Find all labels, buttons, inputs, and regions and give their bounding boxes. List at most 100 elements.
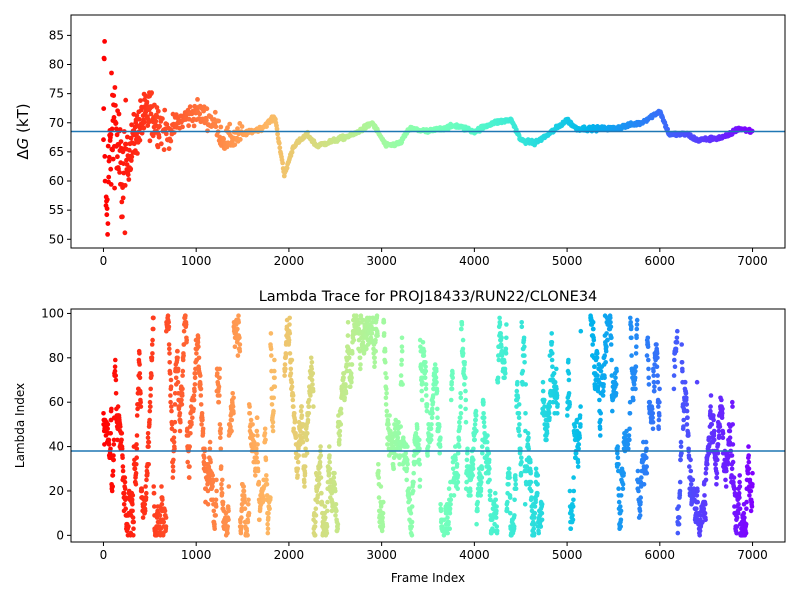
lambda-point [472,437,478,443]
lambda-point [449,386,455,392]
lambda-point [403,450,409,456]
lambda-point [598,417,603,423]
lambda-point [749,499,755,505]
lambda-point [644,455,649,461]
lambda-point [460,351,466,356]
lambda-point [629,353,634,358]
lambda-point [130,508,135,514]
lambda-point [727,435,733,441]
lambda-point [570,513,575,518]
lambda-point [416,457,422,463]
lambda-point [345,320,351,325]
lambda-point [450,375,456,381]
lambda-point [288,366,294,372]
lambda-point [603,360,608,365]
lambda-point [457,424,463,429]
lambda-point [290,393,296,398]
lambda-point [463,388,468,394]
lambda-point [597,397,602,403]
lambda-point [516,411,522,416]
lambda-point [272,368,277,374]
lambda-point [533,466,539,472]
lambda-point [272,357,277,363]
lambda-point [264,477,269,483]
lambda-point [341,375,346,381]
lambda-point [262,426,268,432]
lambda-point [192,382,198,387]
lambda-point [675,328,680,334]
lambda-point [230,391,235,396]
lambda-point [551,371,557,376]
lambda-point [618,504,623,509]
lambda-point [518,470,524,476]
lambda-point [672,357,677,363]
lambda-point [300,439,306,445]
lambda-point [118,424,123,429]
lambda-point [744,499,749,505]
lambda-point [318,453,324,458]
delta-g-point [239,124,245,129]
lambda-point [549,357,555,363]
lambda-point [288,371,294,376]
lambda-point [737,479,742,485]
lambda-point [236,320,241,325]
lambda-point [425,444,431,449]
lambda-point [268,495,273,500]
lambda-point [422,375,428,381]
delta-g-point [108,166,114,172]
lambda-point [397,453,403,458]
delta-g-point [104,212,110,218]
lambda-point [677,515,682,520]
lambda-point [644,470,650,476]
lambda-point [192,388,197,394]
lambda-point [252,442,257,447]
lambda-point [542,404,547,409]
lambda-point [613,375,618,381]
lambda-point [296,453,302,458]
lambda-point [677,488,683,494]
lambda-point [428,437,434,443]
lambda-point [481,399,486,405]
lambda-point [217,393,222,398]
lambda-point [651,379,657,385]
lambda-point [538,524,544,529]
lambda-point [187,444,192,449]
lambda-point [519,455,524,461]
lambda-point [322,504,328,509]
lambda-point [615,455,621,461]
lambda-point [380,510,386,516]
lambda-point [325,508,330,514]
lambda-point [591,337,597,343]
lambda-point [516,428,521,434]
lambda-point [152,504,157,509]
lambda-point [544,437,549,443]
lambda-point [741,510,747,516]
lambda-point [142,502,148,507]
lambda-point [135,406,140,412]
lambda-point [737,473,742,478]
lambda-point [616,468,621,474]
lambda-point [287,351,293,356]
lambda-point [616,499,622,505]
delta-g-point [237,137,243,142]
lambda-point [749,504,755,509]
lambda-point [460,337,466,343]
lambda-point [479,466,485,472]
lambda-point [254,455,259,461]
lambda-point [475,499,481,505]
lambda-point [717,424,723,429]
lambda-point [519,324,525,330]
lambda-point [196,344,201,350]
lambda-point [465,446,470,452]
lambda-point [411,470,417,476]
lambda-point [370,315,376,321]
lambda-point [283,353,289,358]
lambda-point [268,346,274,352]
lambda-point [312,524,318,529]
lambda-point [447,506,453,512]
lambda-point [325,499,330,505]
lambda-point [566,357,571,363]
lambda-point [678,444,684,449]
lambda-point [151,326,156,332]
